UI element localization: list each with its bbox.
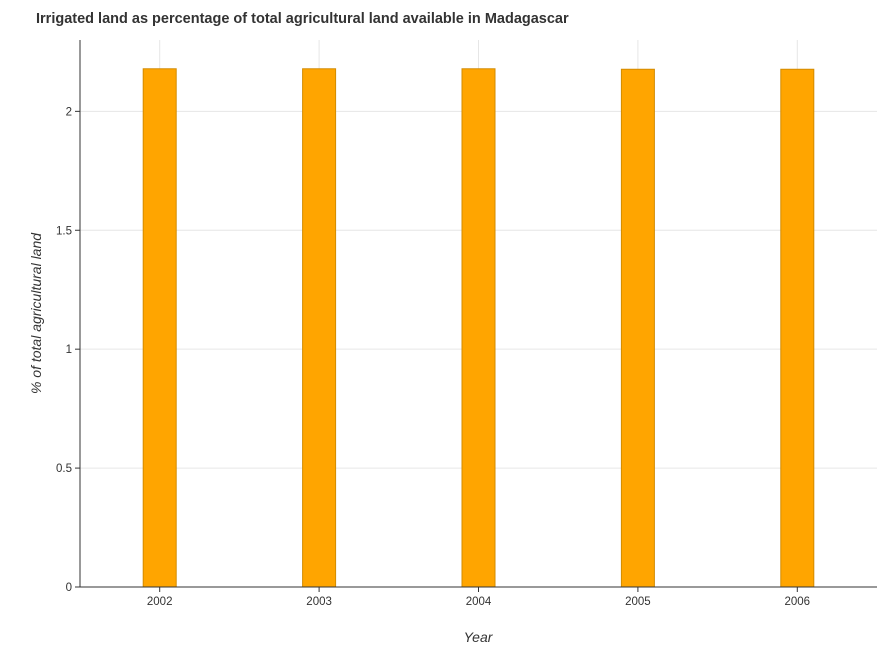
bar-2006 bbox=[780, 68, 815, 588]
x-axis-title: Year bbox=[464, 629, 494, 645]
bar-2004 bbox=[461, 68, 496, 588]
x-tick-label: 2004 bbox=[466, 596, 492, 608]
y-tick-label: 1 bbox=[66, 344, 72, 356]
y-tick-label: 0.5 bbox=[56, 463, 72, 475]
x-tick-label: 2003 bbox=[306, 596, 332, 608]
x-tick-label: 2002 bbox=[147, 596, 173, 608]
bar-2002 bbox=[142, 68, 177, 588]
x-tick-label: 2005 bbox=[625, 596, 651, 608]
tick-labels: 0 0.5 1 1.5 2 2002 2003 2004 2005 2006 bbox=[56, 106, 810, 608]
y-tick-label: 1.5 bbox=[56, 225, 72, 237]
y-axis-title: % of total agricultural land bbox=[28, 232, 44, 394]
bar-2005 bbox=[620, 68, 655, 588]
chart-title: Irrigated land as percentage of total ag… bbox=[36, 11, 569, 27]
x-tick-label: 2006 bbox=[785, 596, 811, 608]
y-tick-label: 2 bbox=[66, 106, 72, 118]
bar-2003 bbox=[302, 68, 337, 588]
y-tick-label: 0 bbox=[66, 582, 72, 594]
bars bbox=[142, 68, 815, 588]
